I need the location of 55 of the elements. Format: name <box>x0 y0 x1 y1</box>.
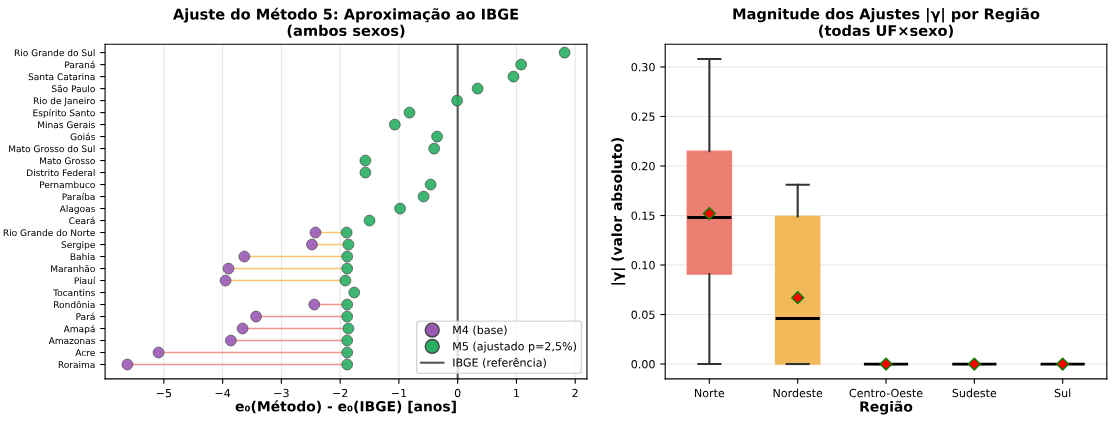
y-tick-label: Goiás <box>70 132 95 141</box>
x-tick-label: −1 <box>391 388 407 398</box>
y-axis-title: |γ| (valor absoluto) <box>611 138 626 285</box>
x-tick-label: Nordeste <box>773 388 823 398</box>
y-tick-label: Amazonas <box>48 337 95 345</box>
x-tick-label: −2 <box>333 388 348 398</box>
y-tick-label: Roraima <box>58 361 95 369</box>
y-tick-label: Mato Grosso do Sul <box>9 145 95 153</box>
x-tick-label: 2 <box>572 388 578 398</box>
y-tick-label: Pará <box>76 312 95 321</box>
y-tick-label: 0.00 <box>631 360 655 369</box>
y-tick-label: Rio Grande do Sul <box>14 49 95 57</box>
y-tick-label: Distrito Federal <box>27 169 95 177</box>
chart-title: Magnitude dos Ajustes |γ| por Região (todas UF×sexo) <box>733 7 1040 38</box>
y-tick-label: Santa Catarina <box>28 73 95 81</box>
y-tick-label: Espírito Santo <box>33 108 95 119</box>
y-tick-label: 0.05 <box>631 310 655 319</box>
y-tick-label: Alagoas <box>59 205 95 214</box>
y-tick-label: 0.20 <box>631 161 655 171</box>
y-tick-label: 0.25 <box>631 112 655 121</box>
y-tick-label: São Paulo <box>51 85 95 93</box>
x-tick-label: −5 <box>156 388 172 398</box>
ref-line-label: IBGE (referência) <box>453 357 546 369</box>
y-tick-label: Rondônia <box>54 300 95 309</box>
y-tick-label: Piauí <box>74 276 96 285</box>
x-tick-label: 0 <box>454 388 461 398</box>
y-tick-label: 0.15 <box>631 211 655 220</box>
y-tick-label: 0.10 <box>631 261 655 270</box>
x-tick-label: Centro-Oeste <box>849 388 923 398</box>
x-axis-title: e₀(Método) - e₀(IBGE) [anos] <box>235 400 456 414</box>
y-tick-label: Paraíba <box>62 192 95 201</box>
y-tick-label: Rio Grande do Norte <box>3 229 95 237</box>
y-tick-label: Ceará <box>69 216 95 225</box>
x-tick-label: 1 <box>514 388 519 398</box>
y-tick-label: Rio de Janeiro <box>33 97 95 106</box>
x-tick-label: Sudeste <box>952 388 997 398</box>
y-tick-label: Tocantins <box>53 289 95 297</box>
y-tick-label: Pernambuco <box>40 181 95 189</box>
y-tick-label: Minas Gerais <box>38 121 95 129</box>
y-tick-label: Paraná <box>65 60 95 69</box>
y-tick-label: Maranhão <box>51 264 95 273</box>
x-axis-title: Região <box>860 400 913 415</box>
y-tick-label: Amapá <box>63 324 95 334</box>
y-tick-label: Mato Grosso <box>40 157 95 165</box>
chart-title: Ajuste do Método 5: Aproximação ao IBGE (ambos sexos) <box>173 7 519 38</box>
x-tick-label: Norte <box>695 388 725 398</box>
y-tick-label: Acre <box>75 349 95 357</box>
y-tick-label: Bahia <box>70 253 95 261</box>
y-tick-label: 0.30 <box>631 62 655 72</box>
x-tick-label: −4 <box>215 388 231 398</box>
legend-label: M4 (base) <box>453 325 507 336</box>
legend-label: M5 (ajustado p=2,5%) <box>453 341 576 353</box>
y-tick-label: Sergipe <box>61 241 95 250</box>
x-tick-label: Sul <box>1054 388 1071 398</box>
x-tick-label: −3 <box>274 388 289 398</box>
